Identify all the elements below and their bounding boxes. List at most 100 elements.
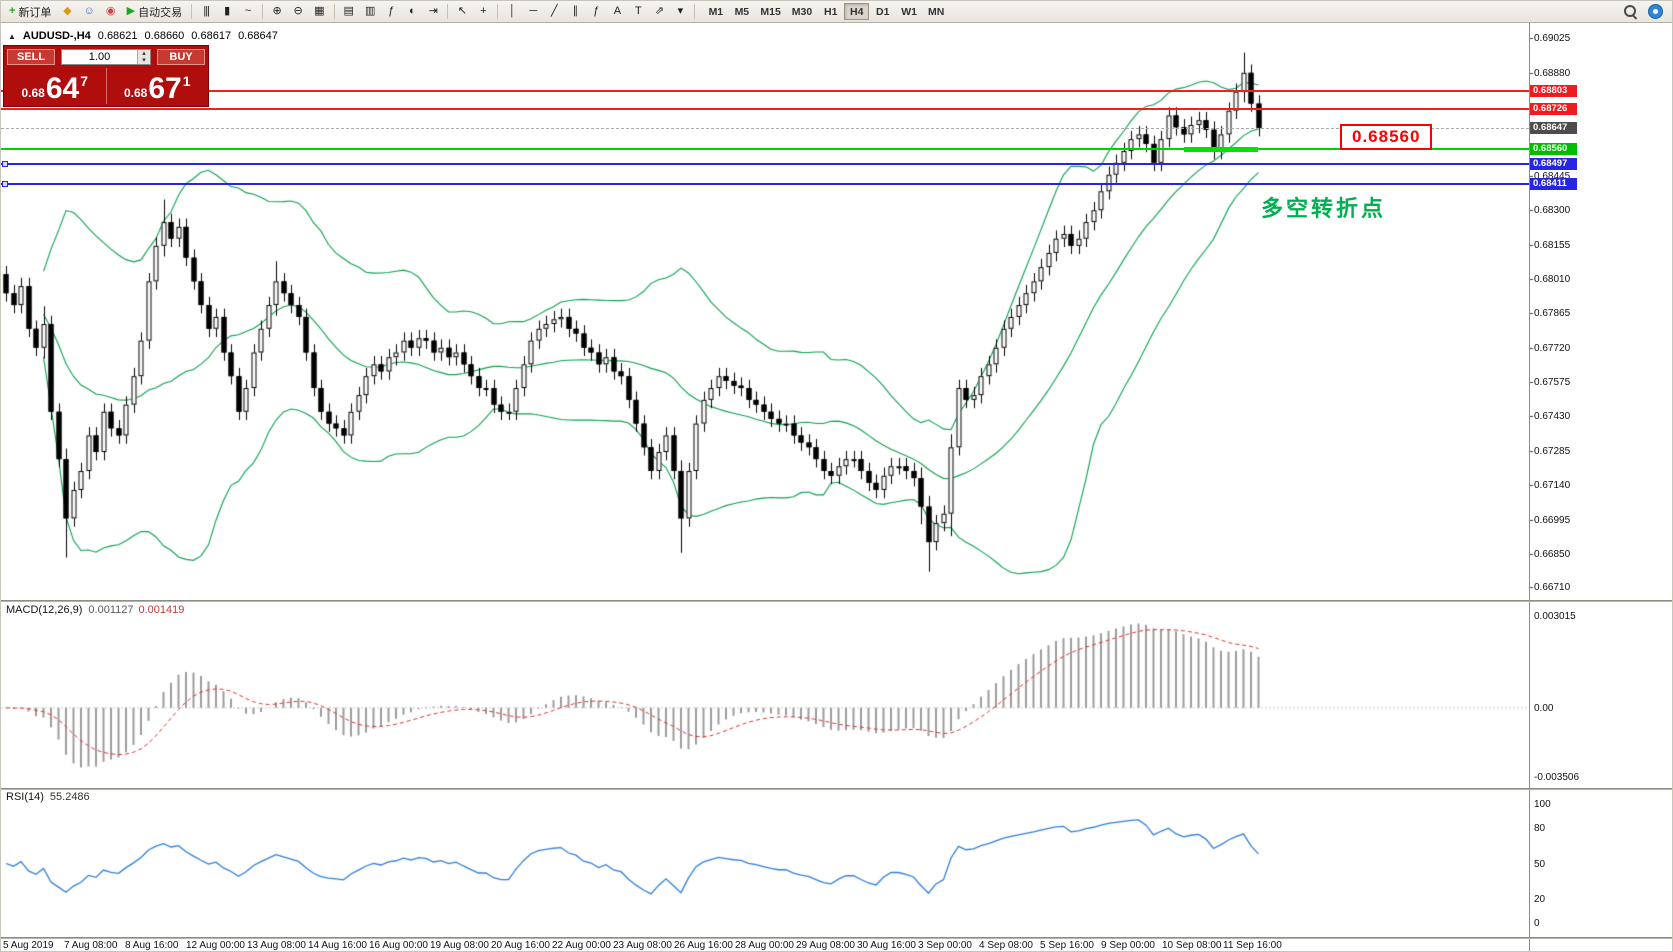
volume-spinner[interactable]: ▴ ▾ — [137, 50, 150, 64]
toolbar-separator — [191, 4, 193, 19]
zoom-out-button[interactable]: ⊖ — [288, 3, 308, 21]
resistance-line-2[interactable] — [1, 108, 1529, 111]
price-tick-label: 0.66710 — [1534, 582, 1571, 594]
toolbar-separator — [333, 4, 335, 19]
indicators-icon: ƒ — [388, 5, 395, 17]
price-tick-label: 0.68010 — [1534, 274, 1571, 285]
cycles-button[interactable]: ◐ — [402, 3, 422, 21]
indicators-button[interactable]: ƒ — [381, 3, 401, 21]
tile-windows-button[interactable]: ▤ — [339, 3, 359, 21]
symbol-title: AUDUSD-,H4 — [22, 30, 91, 42]
timeframe-h1[interactable]: H1 — [824, 5, 838, 18]
profiles-button[interactable]: ◆ — [57, 3, 77, 21]
fibonacci-button[interactable]: ƒ — [586, 3, 606, 21]
resistance-line-1-tag: 0.68803 — [1530, 85, 1577, 98]
dropdown-button[interactable]: ▾ — [670, 3, 690, 21]
resistance-line-1[interactable] — [1, 90, 1529, 93]
label-button[interactable]: T — [628, 3, 648, 21]
support-line-2[interactable] — [1, 182, 1529, 185]
volume-value[interactable]: 1.00 — [88, 51, 111, 63]
time-axis-label: 4 Sep 08:00 — [979, 940, 1033, 951]
timeframe-d1[interactable]: D1 — [876, 5, 890, 18]
volume-down-icon[interactable]: ▾ — [138, 57, 150, 64]
horizontal-line-button[interactable]: ─ — [523, 3, 543, 21]
vertical-line-button[interactable]: │ — [502, 3, 522, 21]
market-watch-button[interactable]: ☺ — [78, 3, 99, 21]
timeframe-m5[interactable]: M5 — [734, 5, 750, 18]
community-icon[interactable] — [1648, 4, 1663, 19]
macd-value-signal: 0.001419 — [138, 604, 185, 616]
auto-scroll-button[interactable]: ⇥ — [423, 3, 443, 21]
time-axis-label: 19 Aug 08:00 — [430, 940, 489, 951]
zoom-out-icon: ⊖ — [293, 5, 303, 17]
candlestick-chart-button[interactable]: ▮ — [217, 3, 237, 21]
alerts-button[interactable]: ◉ — [101, 3, 121, 21]
macd-axis-label: 0.00 — [1534, 702, 1554, 714]
toolbar-separator — [447, 4, 449, 19]
price-callout-box[interactable]: 0.68560 — [1340, 124, 1433, 150]
highlight-segment[interactable] — [1184, 146, 1258, 152]
sell-price-prefix: 0.68 — [21, 86, 45, 100]
price-tick-label: 0.67430 — [1534, 411, 1571, 423]
grid-button[interactable]: ▦ — [309, 3, 329, 21]
crosshair-button[interactable]: + — [473, 3, 493, 21]
buy-button[interactable]: BUY — [157, 49, 205, 65]
arrange-windows-button[interactable]: ▥ — [360, 3, 380, 21]
price-tick-label: 0.68445 — [1534, 170, 1571, 182]
line-handle[interactable] — [2, 180, 8, 187]
line-handle[interactable] — [2, 160, 8, 167]
timeframe-h4[interactable]: H4 — [844, 3, 870, 20]
pivot-line[interactable] — [1, 147, 1529, 150]
macd-axis-label: 0.003015 — [1534, 611, 1576, 623]
turning-point-note[interactable]: 多空转折点 — [1261, 196, 1387, 221]
timeframe-mn[interactable]: MN — [927, 5, 945, 18]
volume-input[interactable]: 1.00 ▴ ▾ — [61, 49, 151, 65]
horizontal-line-icon: ─ — [529, 5, 538, 17]
line-chart-icon: ~ — [244, 5, 252, 17]
buy-price[interactable]: 0.68 67 1 — [107, 66, 209, 106]
trade-panel-prices: 0.68 64 7 0.68 67 1 — [4, 66, 208, 106]
pivot-line-tag: 0.68560 — [1530, 142, 1577, 155]
time-axis-label: 13 Aug 08:00 — [247, 940, 306, 951]
text-icon: A — [613, 5, 622, 17]
support-line-1[interactable] — [1, 162, 1529, 165]
current-price-line-tag: 0.68647 — [1530, 122, 1577, 134]
auto-trading-button[interactable]: ▶ 自动交易 — [122, 3, 187, 21]
price-tick-label: 0.67140 — [1534, 480, 1571, 492]
time-axis-label: 11 Sep 16:00 — [1223, 940, 1282, 951]
new-order-label: 新订单 — [18, 6, 52, 19]
volume-up-icon[interactable]: ▴ — [138, 50, 150, 57]
timeframe-m1[interactable]: M1 — [708, 5, 724, 18]
timeframe-w1[interactable]: W1 — [901, 5, 917, 18]
zoom-in-button[interactable]: ⊕ — [267, 3, 287, 21]
sell-button[interactable]: SELL — [7, 49, 55, 65]
profiles-icon: ◆ — [63, 5, 72, 17]
macd-panel-title: MACD(12,26,9) 0.001127 0.001419 — [6, 604, 184, 616]
timeframe-m15[interactable]: M15 — [760, 5, 781, 18]
ohlc-open: 0.68621 — [97, 30, 138, 42]
trendline-button[interactable]: ╱ — [544, 3, 564, 21]
arrows-button[interactable]: ⇗ — [649, 3, 669, 21]
line-chart-button[interactable]: ~ — [238, 3, 258, 21]
current-price-line[interactable] — [1, 128, 1529, 129]
rsi-panel-separator[interactable] — [1, 788, 1672, 790]
text-button[interactable]: A — [607, 3, 627, 21]
channel-button[interactable]: ∥ — [565, 3, 585, 21]
bar-chart-button[interactable]: ||| — [196, 3, 216, 21]
label-icon: T — [634, 5, 642, 17]
trade-panel-toggle-icon[interactable]: ▲ — [8, 31, 16, 41]
buy-price-main: 67 — [148, 72, 182, 105]
market-watch-icon: ☺ — [83, 5, 95, 17]
timeframe-toolbar: M1 M5 M15 M30 H1 H4 D1 W1 MN — [703, 3, 949, 20]
cursor-button[interactable]: ↖ — [452, 3, 472, 21]
tool-icons-group: ||| ▮ ~ ⊕ ⊖ ▦ ▤ ▥ ƒ ◐ ⇥ ↖ + │ ─ ╱ ∥ ƒ A T ⇗ ▾ — [196, 3, 690, 21]
timeframe-m30[interactable]: M30 — [791, 5, 813, 18]
sell-price[interactable]: 0.68 64 7 — [4, 66, 106, 106]
macd-panel-separator[interactable] — [1, 600, 1672, 602]
new-order-button[interactable]: + 新订单 — [4, 3, 56, 21]
dropdown-icon: ▾ — [677, 5, 684, 17]
search-icon[interactable] — [1623, 4, 1638, 19]
